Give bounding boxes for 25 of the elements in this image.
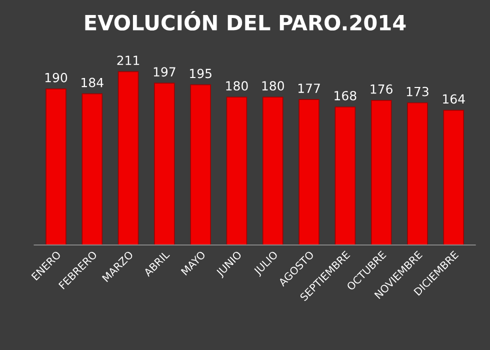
bar — [334, 106, 356, 245]
bar — [46, 88, 66, 245]
bar — [298, 99, 320, 245]
bar — [190, 84, 211, 245]
data-label: 211 — [117, 56, 140, 65]
data-label: 164 — [443, 94, 465, 104]
data-label: 197 — [154, 67, 176, 77]
bar — [118, 71, 139, 245]
bar — [226, 96, 248, 245]
data-label: 177 — [298, 84, 320, 93]
data-label: 173 — [406, 86, 428, 96]
bar — [370, 100, 392, 245]
data-label: 168 — [334, 90, 356, 100]
bar — [407, 102, 428, 245]
data-label: 180 — [226, 81, 248, 91]
data-label: 195 — [190, 68, 212, 78]
bar — [154, 82, 175, 245]
data-label: 176 — [370, 84, 392, 94]
bar — [82, 93, 102, 245]
data-label: 190 — [45, 72, 68, 82]
bar — [262, 96, 284, 245]
data-label: 184 — [82, 78, 104, 88]
data-label: 180 — [262, 81, 284, 91]
bar — [443, 110, 464, 245]
chart-title: EVOLUCIÓN DEL PARO.2014 — [85, 10, 406, 31]
